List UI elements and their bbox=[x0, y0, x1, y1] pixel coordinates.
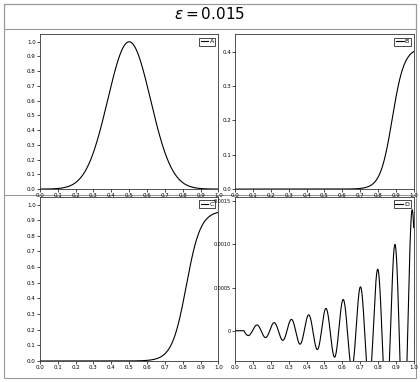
Bar bbox=[4, 4, 416, 29]
Legend: B: B bbox=[394, 37, 411, 46]
Legend: C: C bbox=[199, 200, 215, 208]
Text: $\varepsilon = 0.015$: $\varepsilon = 0.015$ bbox=[174, 6, 246, 22]
Legend: A: A bbox=[199, 37, 215, 46]
Legend: D: D bbox=[394, 200, 411, 208]
